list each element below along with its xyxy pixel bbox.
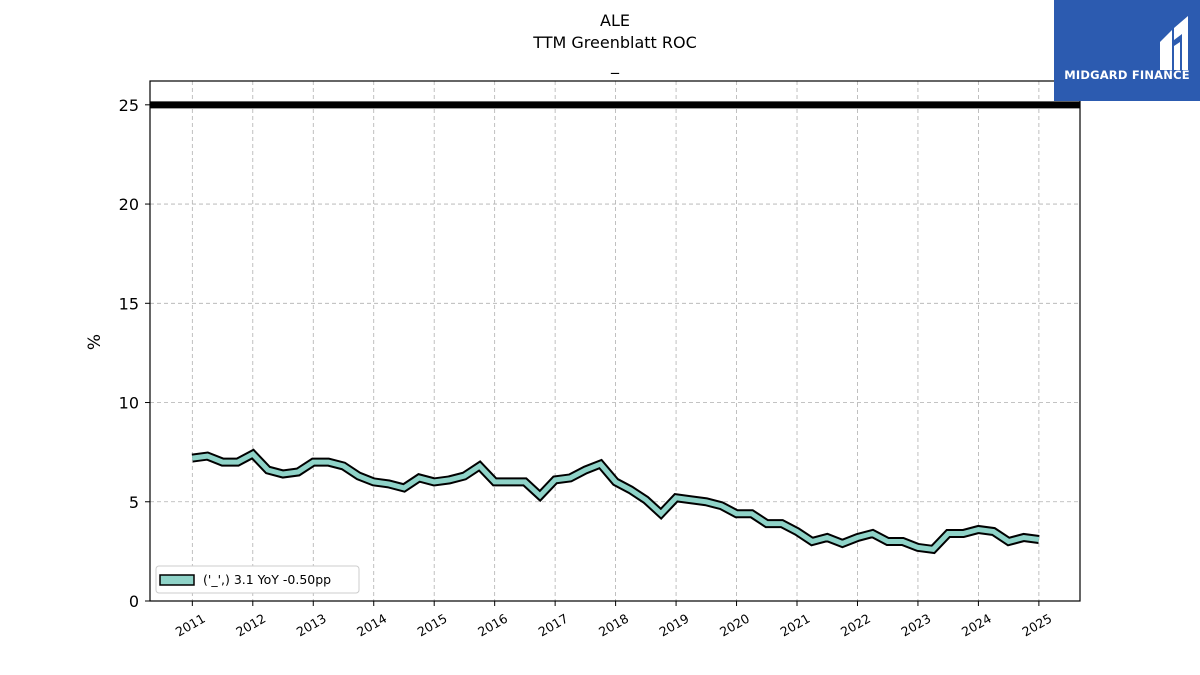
x-tick-label: 2018 bbox=[596, 611, 631, 640]
x-tick-label: 2025 bbox=[1019, 611, 1054, 640]
x-tick-label: 2019 bbox=[657, 611, 692, 640]
x-tick-label: 2022 bbox=[838, 611, 873, 640]
x-tick-label: 2012 bbox=[233, 611, 268, 640]
x-tick-label: 2014 bbox=[354, 611, 389, 640]
y-axis-label: % bbox=[85, 334, 105, 350]
legend-swatch bbox=[159, 574, 195, 586]
y-tick-label: 0 bbox=[129, 592, 139, 611]
y-tick-label: 20 bbox=[119, 195, 139, 214]
y-tick-label: 10 bbox=[119, 394, 139, 413]
x-tick-label: 2017 bbox=[536, 611, 571, 640]
x-tick-label: 2024 bbox=[959, 611, 994, 640]
series-layer bbox=[191, 448, 1040, 555]
series-line bbox=[191, 451, 1040, 553]
x-tick-label: 2011 bbox=[173, 611, 208, 640]
grid-layer bbox=[150, 81, 1080, 602]
y-tick-label: 25 bbox=[119, 96, 139, 115]
axes-frame bbox=[149, 80, 1081, 602]
y-tick-label: 5 bbox=[129, 493, 139, 512]
legend-box bbox=[155, 565, 360, 594]
chart-title: ALE bbox=[600, 11, 630, 30]
chart-subtitle: TTM Greenblatt ROC bbox=[533, 33, 697, 52]
logo-mark-icon bbox=[1160, 16, 1188, 70]
x-tick-label: 2013 bbox=[294, 611, 329, 640]
x-tick-label: 2021 bbox=[777, 611, 812, 640]
x-tick-label: 2023 bbox=[898, 611, 933, 640]
y-ticks: 0 5 10 15 20 25 bbox=[119, 96, 150, 611]
brand-logo: MIDGARD FINANCE bbox=[1054, 0, 1200, 101]
logo-text: MIDGARD FINANCE bbox=[1064, 68, 1190, 82]
x-tick-label: 2015 bbox=[415, 611, 450, 640]
x-ticks: 2011 2012 2013 2014 2015 2016 2017 2018 2019 2020… bbox=[173, 601, 1054, 640]
legend: ('_',) 3.1 YoY -0.50pp bbox=[155, 565, 360, 594]
legend-entry: ('_',) 3.1 YoY -0.50pp bbox=[203, 572, 331, 587]
x-tick-label: 2016 bbox=[475, 611, 510, 640]
chart-subtitle-2: _ bbox=[611, 55, 619, 74]
x-tick-label: 2020 bbox=[717, 611, 752, 640]
y-tick-label: 15 bbox=[119, 294, 139, 313]
